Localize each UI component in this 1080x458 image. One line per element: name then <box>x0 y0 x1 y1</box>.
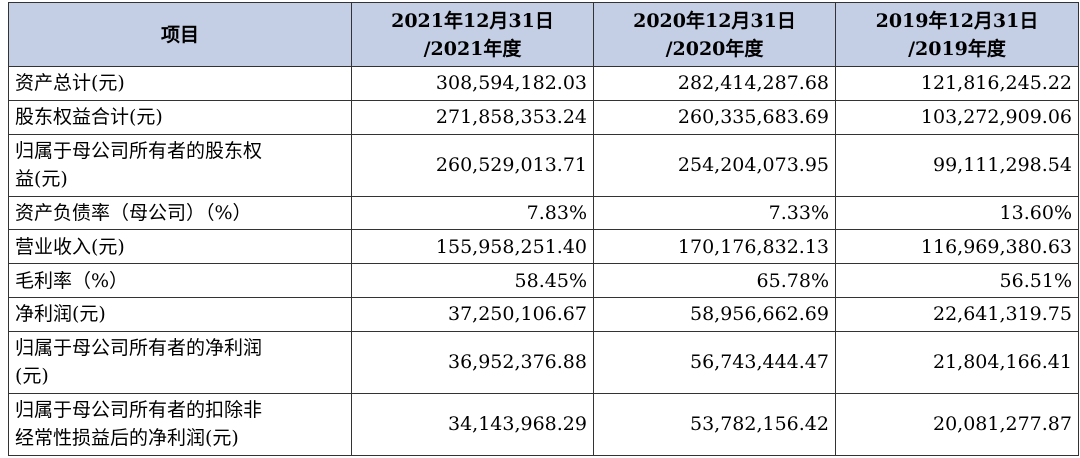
value-2019: 103,272,909.06 <box>835 99 1079 135</box>
table-row: 归属于母公司所有者的扣除非 经常性损益后的净利润(元) 34,143,968.29… <box>8 392 1079 457</box>
header-2020: 2020年12月31日 /2020年度 <box>593 2 836 67</box>
header-row: 项目 2021年12月31日 /2021年度 2020年12月31日 /2020… <box>8 2 1079 67</box>
value-2020: 53,782,156.42 <box>593 392 836 457</box>
table-row: 归属于母公司所有者的净利润 (元) 36,952,376.88 56,743,44… <box>8 330 1079 394</box>
table-row: 净利润(元) 37,250,106.67 58,956,662.69 22,64… <box>8 296 1079 332</box>
value-2021: 36,952,376.88 <box>351 330 594 394</box>
table-row: 毛利率（%） 58.45% 65.78% 56.51% <box>8 263 1079 298</box>
value-2019: 121,816,245.22 <box>835 66 1079 101</box>
value-2019: 116,969,380.63 <box>835 229 1079 265</box>
row-label-line-1: 归属于母公司所有者的扣除非 <box>15 399 263 422</box>
value-2019: 56.51% <box>835 263 1079 298</box>
row-label: 归属于母公司所有者的股东权 益(元) <box>8 133 352 197</box>
header-2021-year: /2021年度 <box>423 37 522 60</box>
header-2019: 2019年12月31日 /2019年度 <box>835 2 1079 67</box>
row-label: 股东权益合计(元) <box>8 99 352 135</box>
header-item: 项目 <box>8 2 352 67</box>
row-label: 毛利率（%） <box>8 263 352 298</box>
value-2020: 282,414,287.68 <box>593 66 836 101</box>
table-row: 股东权益合计(元) 271,858,353.24 260,335,683.69 … <box>8 99 1079 135</box>
value-2020: 254,204,073.95 <box>593 133 836 197</box>
table-row: 资产总计(元) 308,594,182.03 282,414,287.68 12… <box>8 66 1079 101</box>
value-2021: 308,594,182.03 <box>351 66 594 101</box>
value-2020: 58,956,662.69 <box>593 296 836 332</box>
value-2019: 20,081,277.87 <box>835 392 1079 457</box>
table-row: 资产负债率（母公司）（%） 7.83% 7.33% 13.60% <box>8 195 1079 231</box>
financial-summary-table: 项目 2021年12月31日 /2021年度 2020年12月31日 /2020… <box>8 2 1079 457</box>
row-label-line-2: 益(元) <box>15 168 68 191</box>
value-2019: 99,111,298.54 <box>835 133 1079 197</box>
header-2021-date: 2021年12月31日 <box>391 9 554 32</box>
value-2020: 56,743,444.47 <box>593 330 836 394</box>
row-label-line-2: 经常性损益后的净利润(元) <box>15 427 239 450</box>
row-label: 资产总计(元) <box>8 66 352 101</box>
value-2020: 170,176,832.13 <box>593 229 836 265</box>
row-label: 净利润(元) <box>8 296 352 332</box>
row-label-line-1: 归属于母公司所有者的净利润 <box>15 337 263 360</box>
header-2019-date: 2019年12月31日 <box>875 9 1039 32</box>
row-label-line-2: (元) <box>15 365 49 388</box>
value-2021: 37,250,106.67 <box>351 296 594 332</box>
value-2020: 7.33% <box>593 195 836 231</box>
header-2020-date: 2020年12月31日 <box>633 9 796 32</box>
value-2021: 58.45% <box>351 263 594 298</box>
value-2021: 155,958,251.40 <box>351 229 594 265</box>
row-label: 营业收入(元) <box>8 229 352 265</box>
value-2020: 260,335,683.69 <box>593 99 836 135</box>
row-label-line-1: 归属于母公司所有者的股东权 <box>15 140 263 163</box>
value-2019: 22,641,319.75 <box>835 296 1079 332</box>
value-2019: 13.60% <box>835 195 1079 231</box>
row-label: 归属于母公司所有者的扣除非 经常性损益后的净利润(元) <box>8 392 352 457</box>
table-row: 归属于母公司所有者的股东权 益(元) 260,529,013.71 254,204… <box>8 133 1079 197</box>
header-2020-year: /2020年度 <box>665 37 764 60</box>
value-2021: 260,529,013.71 <box>351 133 594 197</box>
value-2019: 21,804,166.41 <box>835 330 1079 394</box>
value-2020: 65.78% <box>593 263 836 298</box>
header-2019-year: /2019年度 <box>908 37 1006 60</box>
row-label: 归属于母公司所有者的净利润 (元) <box>8 330 352 394</box>
value-2021: 271,858,353.24 <box>351 99 594 135</box>
value-2021: 34,143,968.29 <box>351 392 594 457</box>
row-label: 资产负债率（母公司）（%） <box>8 195 352 231</box>
table-row: 营业收入(元) 155,958,251.40 170,176,832.13 11… <box>8 229 1079 265</box>
header-2021: 2021年12月31日 /2021年度 <box>351 2 594 67</box>
value-2021: 7.83% <box>351 195 594 231</box>
